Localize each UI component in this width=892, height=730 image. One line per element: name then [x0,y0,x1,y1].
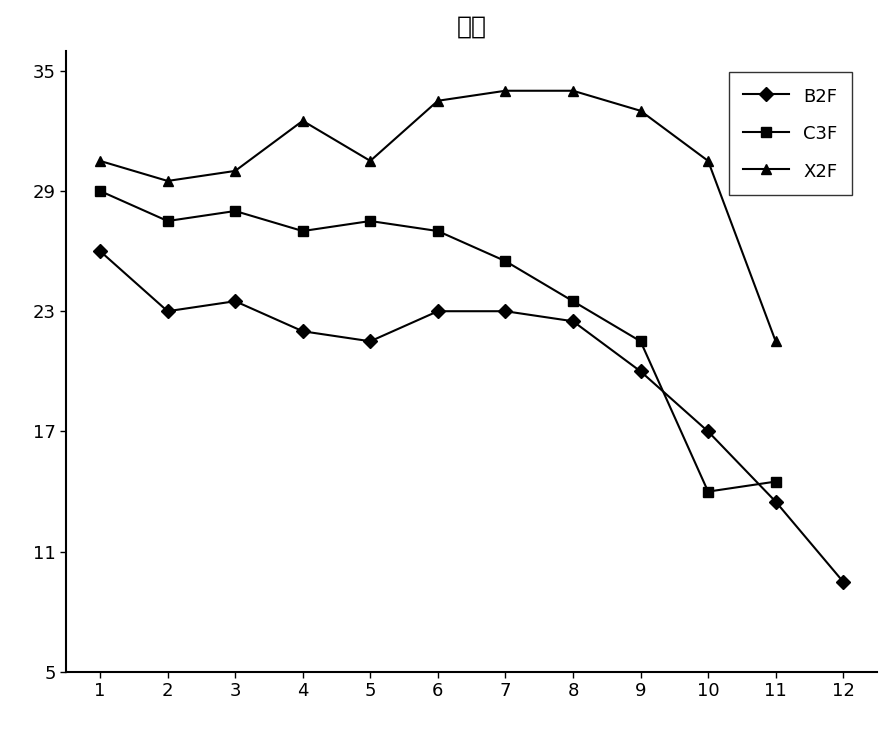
X2F [162,177,173,185]
X2F [500,86,511,95]
C3F [95,187,105,196]
B2F [771,497,781,506]
X2F [95,156,105,165]
C3F [433,227,443,236]
B2F [703,427,714,436]
X2F [230,166,241,175]
Title: 总糖: 总糖 [457,15,487,39]
X2F [365,156,376,165]
B2F [500,307,511,315]
Line: C3F: C3F [95,186,780,496]
X2F [433,96,443,105]
B2F [433,307,443,315]
Line: X2F: X2F [95,86,780,346]
B2F [567,317,578,326]
X2F [567,86,578,95]
C3F [703,487,714,496]
X2F [297,117,308,126]
X2F [703,156,714,165]
C3F [162,217,173,226]
Line: B2F: B2F [95,246,848,587]
C3F [771,477,781,486]
X2F [635,107,646,115]
B2F [297,327,308,336]
B2F [162,307,173,315]
C3F [297,227,308,236]
C3F [365,217,376,226]
C3F [635,337,646,346]
B2F [635,367,646,376]
C3F [230,207,241,215]
B2F [838,577,848,586]
C3F [567,297,578,306]
Legend: B2F, C3F, X2F: B2F, C3F, X2F [729,72,852,195]
C3F [500,257,511,266]
X2F [771,337,781,346]
B2F [230,297,241,306]
B2F [365,337,376,346]
B2F [95,247,105,255]
